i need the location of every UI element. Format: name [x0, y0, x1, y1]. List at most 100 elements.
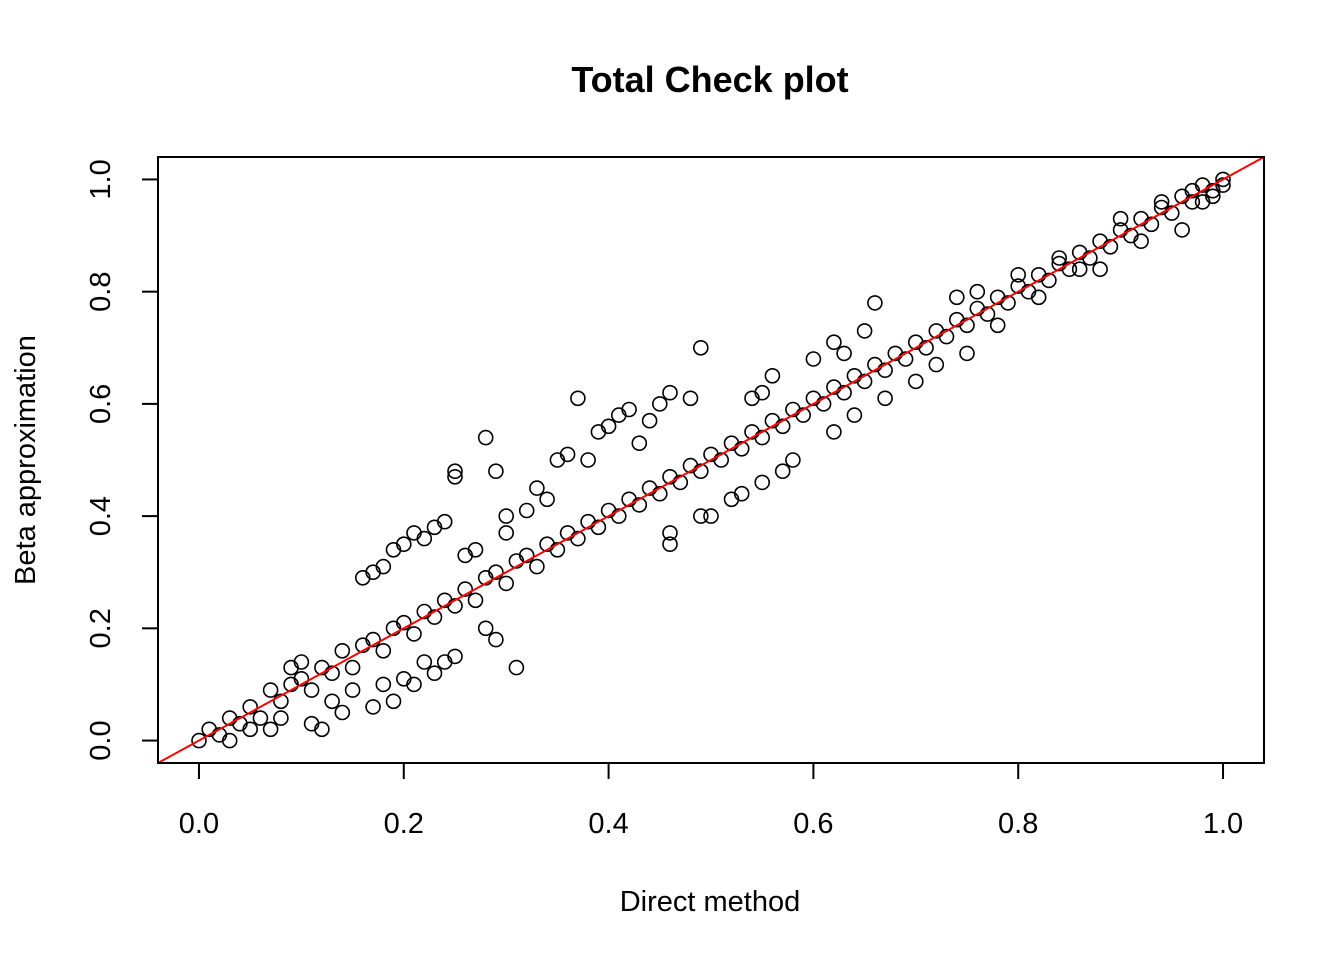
- data-point: [1010, 266, 1027, 283]
- data-point: [1174, 222, 1190, 238]
- data-point: [385, 693, 402, 710]
- data-point: [242, 699, 258, 715]
- data-point: [406, 676, 422, 693]
- data-point: [672, 474, 689, 491]
- data-point: [447, 598, 463, 614]
- x-axis: 0.0 0.2 0.4 0.6 0.8 1.0: [179, 762, 1243, 840]
- chart-title: Total Check plot: [571, 59, 848, 100]
- data-point: [529, 480, 545, 496]
- data-point: [1000, 295, 1016, 311]
- data-point: [600, 418, 617, 435]
- data-point: [1092, 261, 1108, 278]
- data-point: [989, 317, 1006, 334]
- data-point: [754, 429, 771, 446]
- data-point: [662, 384, 678, 401]
- data-point: [610, 508, 627, 524]
- data-point: [262, 682, 279, 698]
- data-point: [795, 407, 812, 423]
- data-point: [641, 412, 658, 429]
- data-point: [928, 356, 945, 373]
- data-point: [948, 289, 965, 306]
- data-point: [918, 339, 934, 356]
- data-point: [1071, 261, 1088, 278]
- data-point: [805, 351, 822, 367]
- data-point: [1061, 261, 1078, 278]
- data-point: [426, 609, 443, 625]
- data-point: [324, 693, 340, 710]
- data-point: [221, 732, 238, 749]
- data-point: [651, 396, 668, 412]
- data-point: [375, 558, 392, 575]
- data-point: [559, 446, 576, 463]
- data-point: [764, 367, 781, 384]
- data-point: [651, 485, 668, 502]
- data-point: [334, 704, 351, 721]
- data-point: [959, 345, 975, 362]
- data-point: [1215, 171, 1231, 188]
- data-point: [836, 345, 852, 362]
- data-point: [1133, 233, 1149, 249]
- data-point: [365, 699, 381, 715]
- data-point: [1184, 182, 1201, 199]
- data-point: [1184, 194, 1201, 210]
- data-point: [334, 642, 351, 659]
- data-point: [1153, 194, 1170, 210]
- data-point: [395, 614, 412, 631]
- reference-line-layer: [157, 156, 1265, 764]
- y-tick-label: 0.0: [85, 720, 117, 760]
- y-tick-label: 0.4: [85, 496, 117, 536]
- data-point: [856, 323, 873, 339]
- data-point: [436, 513, 453, 530]
- data-point: [1143, 216, 1160, 233]
- data-point: [314, 721, 330, 738]
- data-point: [293, 670, 310, 687]
- data-point: [703, 508, 719, 524]
- data-point: [877, 390, 893, 407]
- data-point: [477, 620, 494, 637]
- data-point: [682, 390, 699, 407]
- data-point: [846, 407, 863, 423]
- data-point: [529, 558, 545, 575]
- data-point: [836, 384, 852, 401]
- data-point: [590, 519, 607, 536]
- data-point: [959, 317, 975, 334]
- data-point: [774, 418, 791, 435]
- data-point: [293, 654, 310, 670]
- x-tick-label: 0.4: [588, 808, 628, 840]
- data-point: [754, 474, 771, 491]
- x-tick-label: 1.0: [1203, 808, 1243, 840]
- data-point: [416, 530, 433, 547]
- x-tick-label: 0.0: [179, 808, 219, 840]
- data-point: [713, 452, 730, 468]
- reference-line: [157, 156, 1265, 764]
- data-point: [580, 452, 596, 468]
- data-point: [631, 435, 648, 452]
- data-point: [406, 626, 422, 642]
- data-point: [662, 536, 678, 553]
- y-tick-label: 0.6: [85, 384, 117, 424]
- data-point: [733, 485, 750, 502]
- data-point: [344, 659, 361, 676]
- data-point: [447, 468, 463, 485]
- data-point: [897, 351, 914, 367]
- data-point: [692, 508, 709, 524]
- data-point: [867, 295, 883, 311]
- data-point: [692, 463, 709, 480]
- data-point: [498, 525, 515, 541]
- data-point: [252, 710, 269, 726]
- data-point: [1215, 177, 1231, 193]
- data-point: [744, 390, 760, 407]
- data-point: [488, 564, 504, 581]
- data-point: [457, 581, 474, 597]
- data-point: [1102, 239, 1119, 255]
- data-point: [324, 665, 340, 682]
- data-point: [826, 334, 842, 351]
- data-point: [979, 306, 996, 322]
- data-point: [447, 648, 463, 665]
- data-point: [488, 463, 504, 480]
- y-axis: 0.0 0.2 0.4 0.6 0.8 1.0: [85, 159, 159, 761]
- data-point: [488, 631, 504, 648]
- data-point: [631, 497, 648, 513]
- data-point: [467, 541, 484, 558]
- data-point: [375, 642, 392, 659]
